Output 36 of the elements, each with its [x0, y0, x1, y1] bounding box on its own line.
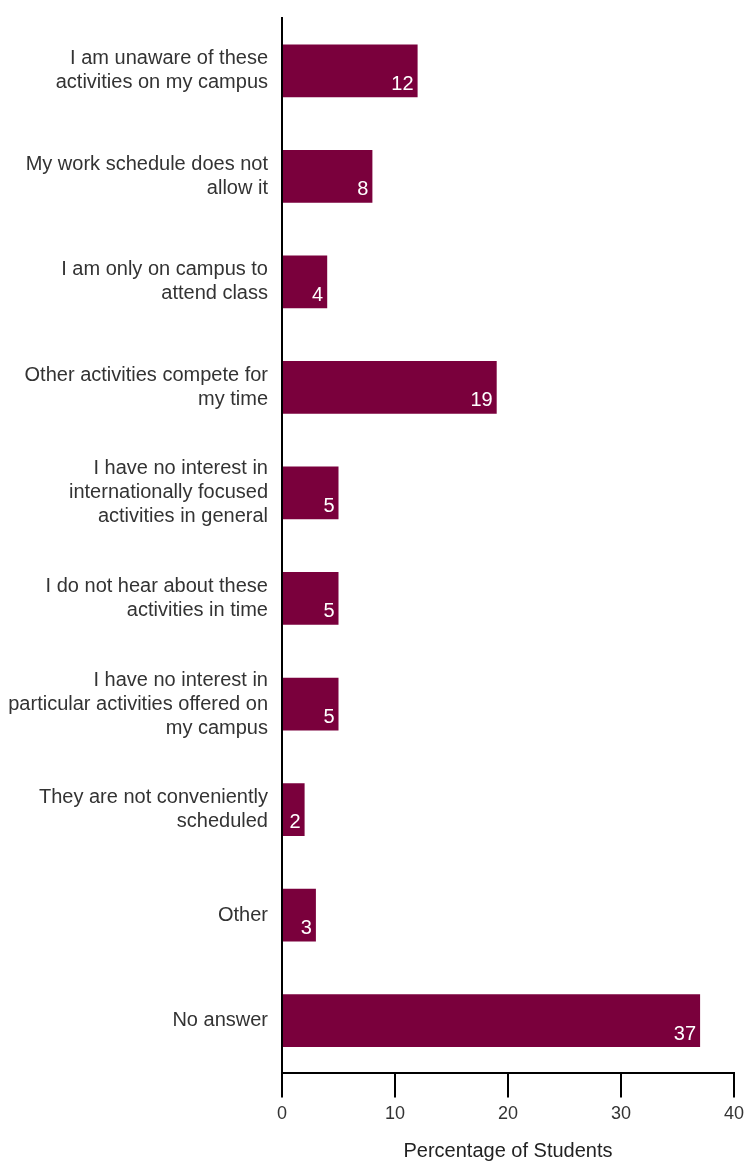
- y-tick-label: Other activities compete for my time: [24, 362, 269, 409]
- x-tick-label: 20: [497, 1103, 519, 1124]
- x-axis-title: Percentage of Students: [403, 1138, 613, 1161]
- y-tick-label: My work schedule does not allow it: [25, 151, 269, 198]
- data-label: 3: [300, 915, 312, 938]
- data-label: 37: [673, 1021, 697, 1044]
- bar: [283, 44, 418, 98]
- y-tick-label: They are not conveniently scheduled: [38, 785, 268, 832]
- y-tick-label: Other: [217, 902, 269, 925]
- x-tick-label: 0: [276, 1103, 288, 1124]
- bar: [283, 783, 305, 836]
- bar: [283, 466, 339, 520]
- y-tick-label: I am only on campus to attend class: [61, 257, 268, 304]
- bar: [283, 994, 701, 1048]
- data-label: 5: [323, 493, 335, 516]
- data-label: 4: [312, 282, 324, 305]
- data-label: 5: [323, 704, 335, 727]
- y-tick-label: No answer: [172, 1008, 269, 1031]
- bar: [283, 572, 339, 625]
- x-tick-label: 30: [610, 1103, 632, 1124]
- bar: [283, 888, 316, 942]
- data-label: 8: [357, 177, 369, 200]
- x-tick-label: 40: [723, 1103, 745, 1124]
- data-label: 19: [470, 388, 493, 411]
- bar: [283, 255, 328, 309]
- bar: [283, 149, 373, 203]
- y-tick-label: I have no interest in internationally focused activities in general: [68, 456, 268, 527]
- bar: [283, 677, 339, 731]
- y-tick-label: I have no interest in particular activities offered on my campus: [8, 667, 268, 738]
- data-label: 12: [391, 71, 414, 94]
- data-label: 2: [289, 810, 301, 833]
- y-tick-label: I do not hear about these activities in time: [45, 573, 268, 620]
- y-tick-label: I am unaware of these activities on my campus: [55, 46, 268, 93]
- x-tick-label: 10: [384, 1103, 406, 1124]
- data-label: 5: [323, 599, 335, 622]
- bar: [283, 361, 497, 414]
